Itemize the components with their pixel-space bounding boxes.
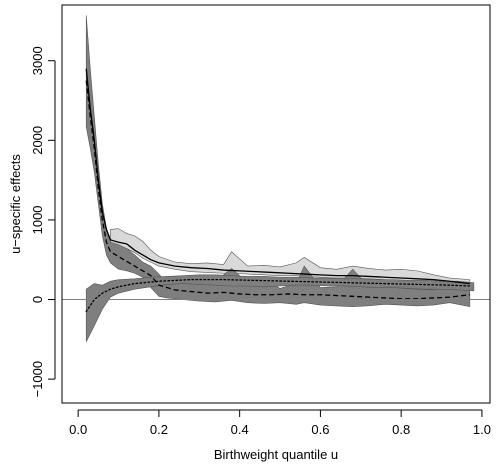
x-tick-label: 0.4	[231, 422, 249, 437]
y-tick-label: 2000	[30, 126, 45, 155]
x-tick-label: 0.8	[392, 422, 410, 437]
x-axis: 0.0 0.2 0.4 0.6 0.8 1.0	[69, 409, 491, 437]
x-tick-label: 0.0	[69, 422, 87, 437]
y-tick-label: 3000	[30, 46, 45, 75]
y-tick-label: 1000	[30, 205, 45, 234]
x-axis-label: Birthweight quantile u	[214, 447, 338, 462]
plot-frame	[61, 4, 491, 404]
confidence-band-2	[85, 15, 471, 308]
x-tick-label: 0.6	[311, 422, 329, 437]
y-axis: −1000 0 1000 2000 3000	[30, 46, 56, 398]
series-line-dashed	[85, 80, 470, 300]
series-lines	[85, 68, 471, 313]
series-line-dotted	[85, 278, 471, 313]
x-tick-label: 0.2	[150, 422, 168, 437]
confidence-band-3	[85, 274, 475, 342]
y-tick-label: 0	[30, 296, 45, 303]
series-line-solid	[85, 68, 470, 285]
y-tick-label: −1000	[30, 361, 45, 398]
y-axis-label: u−specific effects	[8, 154, 23, 254]
x-tick-label: 1.0	[473, 422, 491, 437]
confidence-bands	[85, 15, 475, 342]
